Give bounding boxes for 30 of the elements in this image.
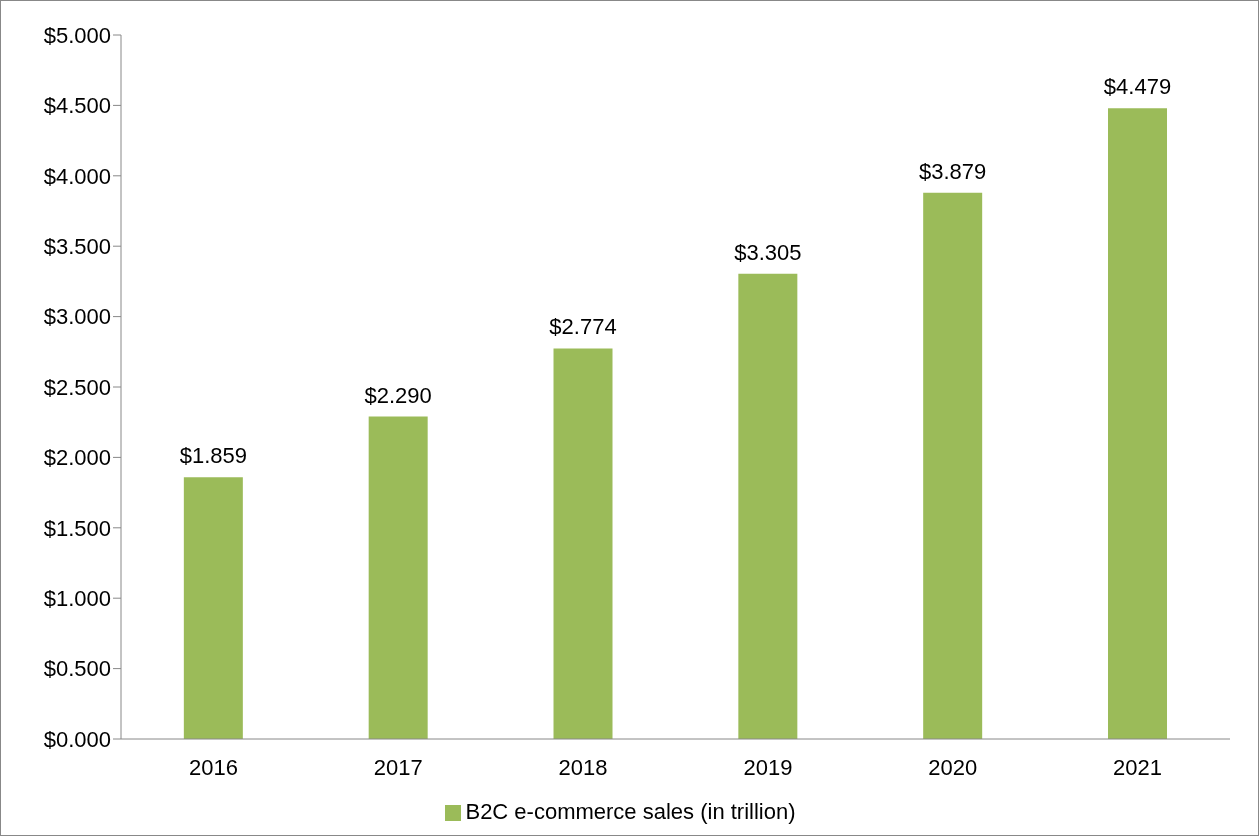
y-tick-label: $2.000: [43, 445, 111, 471]
x-tick-label: 2021: [1113, 754, 1163, 780]
bar: [738, 273, 798, 739]
y-tick-label: $4.500: [43, 93, 111, 119]
y-tick-label: $5.000: [43, 22, 111, 48]
y-tick-label: $0.000: [43, 726, 111, 752]
data-label: $2.290: [364, 382, 432, 408]
data-label: $3.305: [734, 239, 802, 265]
bar: [923, 192, 983, 739]
x-tick-label: 2017: [373, 754, 423, 780]
x-tick-label: 2018: [558, 754, 608, 780]
bar: [553, 348, 613, 739]
y-tick-label: $1.000: [43, 586, 111, 612]
x-tick-label: 2020: [928, 754, 978, 780]
bar: [368, 416, 428, 739]
y-tick-label: $4.000: [43, 163, 111, 189]
y-tick-label: $0.500: [43, 656, 111, 682]
bar: [1108, 108, 1168, 739]
data-label: $3.879: [919, 158, 987, 184]
y-tick-label: $2.500: [43, 374, 111, 400]
y-tick-label: $3.000: [43, 304, 111, 330]
bar: [183, 477, 243, 739]
y-tick-label: $3.500: [43, 234, 111, 260]
y-tick-label: $1.500: [43, 515, 111, 541]
data-label: $2.774: [549, 314, 617, 340]
x-tick-label: 2016: [188, 754, 238, 780]
data-label: $4.479: [1103, 74, 1172, 100]
x-tick-label: 2019: [743, 754, 793, 780]
legend-label: B2C e-commerce sales (in trillion): [465, 799, 796, 824]
data-label: $1.859: [179, 443, 247, 469]
